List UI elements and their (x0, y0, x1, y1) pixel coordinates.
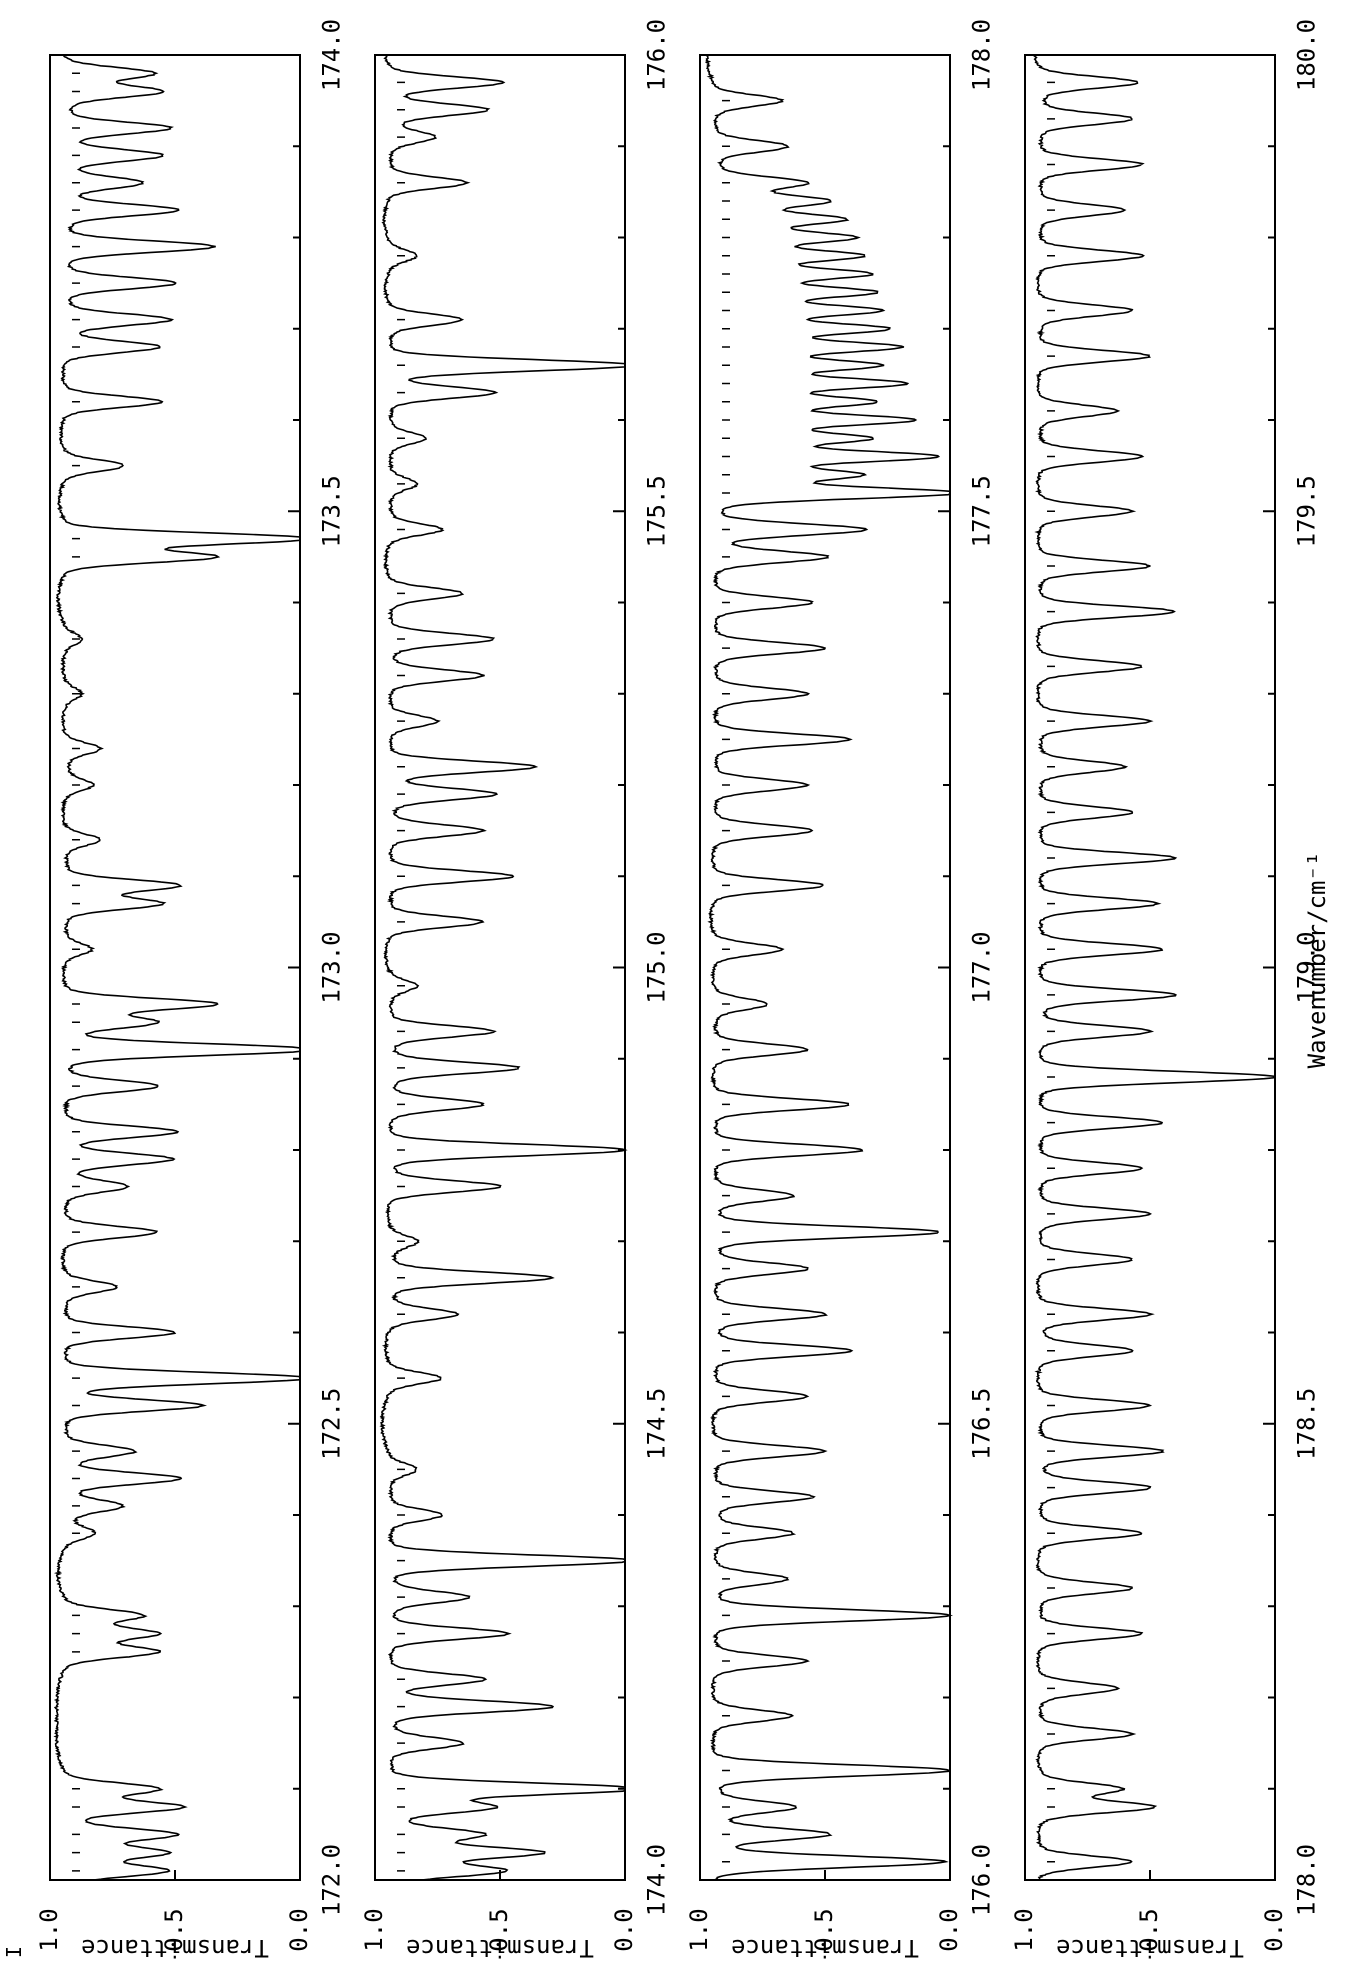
x-tick-label: 176.0 (968, 1844, 996, 1916)
x-tick-label: 178.0 (1293, 1844, 1321, 1916)
corner-marker: I (1, 1946, 25, 1958)
y-axis-label: Transmittance (1056, 1934, 1244, 1962)
spectrum-panel-2: 174.0 174.5 175.0 175.5 176.0 0.0 0.5 1.0 Transm… (360, 19, 671, 1962)
y-tick-label: 0.0 (1260, 1908, 1288, 1951)
x-tick-label: 176.5 (968, 1388, 996, 1460)
x-tick-label: 179.0 (1293, 931, 1321, 1003)
y-tick-label: 0.5 (160, 1908, 188, 1951)
x-tick-label: 176.0 (643, 19, 671, 91)
spectrum-panel-1: 172.0 172.5 173.0 173.5 174.0 0.0 0.5 1.0 Transm… (35, 19, 346, 1962)
spectrum-trace (704, 54, 954, 1881)
x-axis-label: Wavenumber/cm⁻¹ (1303, 852, 1331, 1069)
x-tick-label: 178.0 (968, 19, 996, 91)
spectrum-panel-4: 178.0 178.5 179.0 179.5 180.0 0.0 0.5 1.0 Transm… (1010, 19, 1331, 1962)
x-tick-label: 178.5 (1293, 1388, 1321, 1460)
y-tick-label: 0.0 (610, 1908, 638, 1951)
y-tick-label: 0.0 (935, 1908, 963, 1951)
y-axis-label: Transmittance (731, 1934, 919, 1962)
y-tick-label: 1.0 (35, 1908, 63, 1951)
x-tick-label: 179.5 (1293, 475, 1321, 547)
y-axis-label: Transmittance (81, 1934, 269, 1962)
y-tick-label: 1.0 (685, 1908, 713, 1951)
spectrum-trace (379, 54, 628, 1881)
x-tick-label: 177.0 (968, 931, 996, 1003)
panel-frame (1024, 54, 1276, 1881)
y-tick-label: 1.0 (1010, 1908, 1038, 1951)
x-tick-label: 173.0 (318, 931, 346, 1003)
y-tick-label: 0.0 (285, 1908, 313, 1951)
y-tick-label: 1.0 (360, 1908, 388, 1951)
y-axis-label: Transmittance (406, 1934, 594, 1962)
x-tick-label: 174.0 (318, 19, 346, 91)
spectrum-trace (53, 54, 301, 1881)
spectrum-trace (1032, 54, 1276, 1881)
y-tick-label: 0.5 (485, 1908, 513, 1951)
panel-frame (699, 54, 951, 1881)
y-tick-label: 0.5 (810, 1908, 838, 1951)
x-tick-label: 174.5 (643, 1388, 671, 1460)
x-tick-label: 175.0 (643, 931, 671, 1003)
x-tick-label: 173.5 (318, 475, 346, 547)
x-tick-label: 180.0 (1293, 19, 1321, 91)
x-tick-label: 172.0 (318, 1844, 346, 1916)
x-tick-label: 172.5 (318, 1388, 346, 1460)
x-tick-label: 174.0 (643, 1844, 671, 1916)
x-tick-label: 175.5 (643, 475, 671, 547)
spectrum-panel-3: 176.0 176.5 177.0 177.5 178.0 0.0 0.5 1.0 Transm… (685, 19, 996, 1962)
y-tick-label: 0.5 (1135, 1908, 1163, 1951)
x-tick-label: 177.5 (968, 475, 996, 547)
